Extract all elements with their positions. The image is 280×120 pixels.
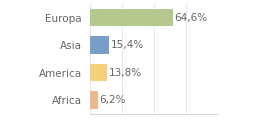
Text: 13,8%: 13,8% — [109, 68, 142, 78]
Bar — [90, 36, 109, 54]
Bar — [90, 91, 98, 109]
Text: 64,6%: 64,6% — [174, 13, 207, 23]
Bar — [90, 9, 173, 27]
Text: 15,4%: 15,4% — [111, 40, 144, 50]
Bar — [90, 64, 107, 81]
Text: 6,2%: 6,2% — [99, 95, 125, 105]
